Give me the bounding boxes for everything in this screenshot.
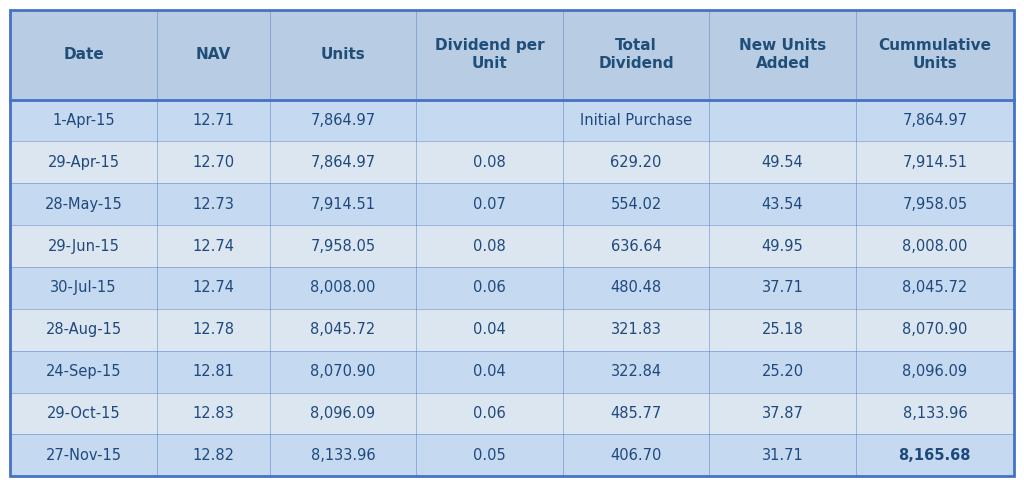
Text: 12.82: 12.82 <box>193 448 234 463</box>
Text: 49.95: 49.95 <box>762 239 804 254</box>
Text: 29-Oct-15: 29-Oct-15 <box>47 406 121 421</box>
Text: 8,096.09: 8,096.09 <box>902 364 968 379</box>
Text: 28-Aug-15: 28-Aug-15 <box>45 322 122 337</box>
Bar <box>10 10 1014 100</box>
Text: 8,070.90: 8,070.90 <box>310 364 376 379</box>
Text: 12.81: 12.81 <box>193 364 234 379</box>
Text: 12.74: 12.74 <box>193 239 234 254</box>
Text: 29-Apr-15: 29-Apr-15 <box>47 155 120 170</box>
Text: 28-May-15: 28-May-15 <box>45 197 123 212</box>
Text: Initial Purchase: Initial Purchase <box>580 113 692 128</box>
Text: 8,008.00: 8,008.00 <box>902 239 968 254</box>
Text: Units: Units <box>321 47 366 62</box>
Text: 8,165.68: 8,165.68 <box>899 448 971 463</box>
Text: 485.77: 485.77 <box>610 406 662 421</box>
Text: 7,864.97: 7,864.97 <box>310 155 376 170</box>
Text: 7,914.51: 7,914.51 <box>902 155 968 170</box>
Bar <box>10 100 1014 141</box>
Bar <box>10 351 1014 393</box>
Text: Dividend per
Unit: Dividend per Unit <box>434 38 545 71</box>
Text: 31.71: 31.71 <box>762 448 804 463</box>
Text: 37.71: 37.71 <box>762 280 804 295</box>
Text: Cummulative
Units: Cummulative Units <box>879 38 991 71</box>
Text: 0.07: 0.07 <box>473 197 506 212</box>
Bar <box>10 183 1014 225</box>
Text: 1-Apr-15: 1-Apr-15 <box>52 113 115 128</box>
Text: 636.64: 636.64 <box>610 239 662 254</box>
Text: 0.08: 0.08 <box>473 155 506 170</box>
Text: 7,864.97: 7,864.97 <box>310 113 376 128</box>
Text: 12.78: 12.78 <box>193 322 234 337</box>
Text: 8,133.96: 8,133.96 <box>902 406 967 421</box>
Text: 8,045.72: 8,045.72 <box>310 322 376 337</box>
Text: 7,864.97: 7,864.97 <box>902 113 968 128</box>
Text: 24-Sep-15: 24-Sep-15 <box>46 364 121 379</box>
Bar <box>10 267 1014 309</box>
Text: 0.04: 0.04 <box>473 322 506 337</box>
Text: 8,096.09: 8,096.09 <box>310 406 376 421</box>
Bar <box>10 309 1014 351</box>
Text: 25.20: 25.20 <box>762 364 804 379</box>
Text: 406.70: 406.70 <box>610 448 662 463</box>
Bar <box>10 225 1014 267</box>
Text: 629.20: 629.20 <box>610 155 662 170</box>
Text: 0.04: 0.04 <box>473 364 506 379</box>
Text: 7,958.05: 7,958.05 <box>310 239 376 254</box>
Text: 0.06: 0.06 <box>473 280 506 295</box>
Text: NAV: NAV <box>196 47 230 62</box>
Text: 480.48: 480.48 <box>610 280 662 295</box>
Text: 12.74: 12.74 <box>193 280 234 295</box>
Text: 12.70: 12.70 <box>193 155 234 170</box>
Text: New Units
Added: New Units Added <box>739 38 826 71</box>
Text: 49.54: 49.54 <box>762 155 804 170</box>
Bar <box>10 393 1014 434</box>
Text: 8,045.72: 8,045.72 <box>902 280 968 295</box>
Text: 8,133.96: 8,133.96 <box>310 448 375 463</box>
Bar <box>10 434 1014 476</box>
Text: 37.87: 37.87 <box>762 406 804 421</box>
Text: 0.08: 0.08 <box>473 239 506 254</box>
Text: Date: Date <box>63 47 103 62</box>
Text: 12.83: 12.83 <box>193 406 234 421</box>
Text: 43.54: 43.54 <box>762 197 804 212</box>
Text: 12.73: 12.73 <box>193 197 234 212</box>
Text: 322.84: 322.84 <box>610 364 662 379</box>
Text: 321.83: 321.83 <box>610 322 662 337</box>
Text: 0.06: 0.06 <box>473 406 506 421</box>
Text: 7,958.05: 7,958.05 <box>902 197 968 212</box>
Text: 29-Jun-15: 29-Jun-15 <box>47 239 120 254</box>
Text: 30-Jul-15: 30-Jul-15 <box>50 280 117 295</box>
Text: 25.18: 25.18 <box>762 322 804 337</box>
Text: 7,914.51: 7,914.51 <box>310 197 376 212</box>
Text: 554.02: 554.02 <box>610 197 662 212</box>
Text: 0.05: 0.05 <box>473 448 506 463</box>
Text: 27-Nov-15: 27-Nov-15 <box>45 448 122 463</box>
Text: 12.71: 12.71 <box>193 113 234 128</box>
Text: 8,070.90: 8,070.90 <box>902 322 968 337</box>
Bar <box>10 141 1014 183</box>
Text: 8,008.00: 8,008.00 <box>310 280 376 295</box>
Text: Total
Dividend: Total Dividend <box>598 38 674 71</box>
